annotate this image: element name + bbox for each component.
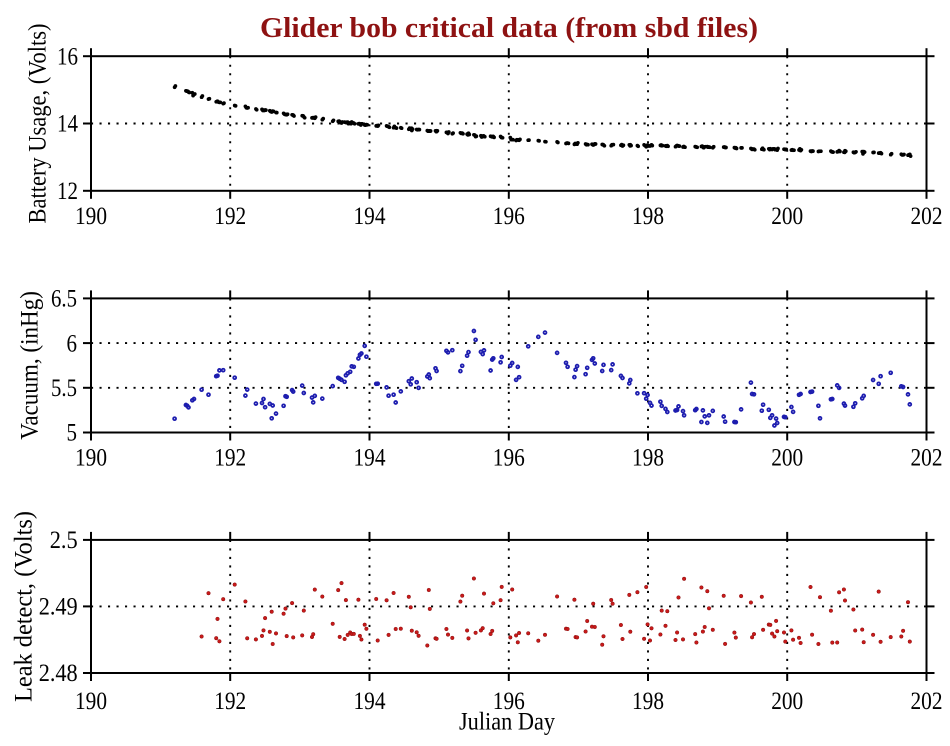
- svg-text:194: 194: [354, 688, 386, 715]
- svg-text:6: 6: [67, 330, 78, 357]
- svg-text:2.48: 2.48: [39, 660, 78, 687]
- svg-text:Battery Usage, (Volts): Battery Usage, (Volts): [25, 24, 52, 224]
- svg-text:190: 190: [75, 688, 107, 715]
- svg-text:190: 190: [75, 445, 107, 472]
- svg-text:196: 196: [493, 203, 525, 230]
- svg-text:12: 12: [57, 178, 78, 205]
- svg-text:198: 198: [632, 445, 664, 472]
- svg-text:196: 196: [493, 688, 525, 715]
- svg-text:202: 202: [911, 445, 943, 472]
- svg-text:200: 200: [771, 688, 803, 715]
- svg-text:192: 192: [214, 688, 246, 715]
- svg-text:194: 194: [354, 203, 386, 230]
- svg-text:Vacuum, (inHg): Vacuum, (inHg): [17, 291, 44, 440]
- svg-text:190: 190: [75, 203, 107, 230]
- svg-text:196: 196: [493, 445, 525, 472]
- svg-text:2.5: 2.5: [50, 527, 78, 554]
- svg-text:Julian Day: Julian Day: [459, 709, 555, 736]
- svg-text:198: 198: [632, 203, 664, 230]
- svg-text:5: 5: [67, 420, 78, 447]
- svg-text:202: 202: [911, 688, 943, 715]
- svg-text:16: 16: [57, 43, 78, 70]
- svg-text:194: 194: [354, 445, 386, 472]
- svg-text:200: 200: [771, 445, 803, 472]
- svg-text:200: 200: [771, 203, 803, 230]
- svg-text:202: 202: [911, 203, 943, 230]
- svg-text:6.5: 6.5: [51, 286, 77, 313]
- svg-text:Glider bob critical data (from: Glider bob critical data (from sbd files…: [260, 12, 758, 44]
- svg-text:192: 192: [214, 203, 246, 230]
- svg-text:192: 192: [214, 445, 246, 472]
- svg-text:5.5: 5.5: [51, 375, 77, 402]
- svg-text:Leak detect, (Volts): Leak detect, (Volts): [11, 511, 38, 702]
- svg-text:2.49: 2.49: [39, 594, 78, 621]
- svg-text:14: 14: [57, 111, 78, 138]
- svg-text:198: 198: [632, 688, 664, 715]
